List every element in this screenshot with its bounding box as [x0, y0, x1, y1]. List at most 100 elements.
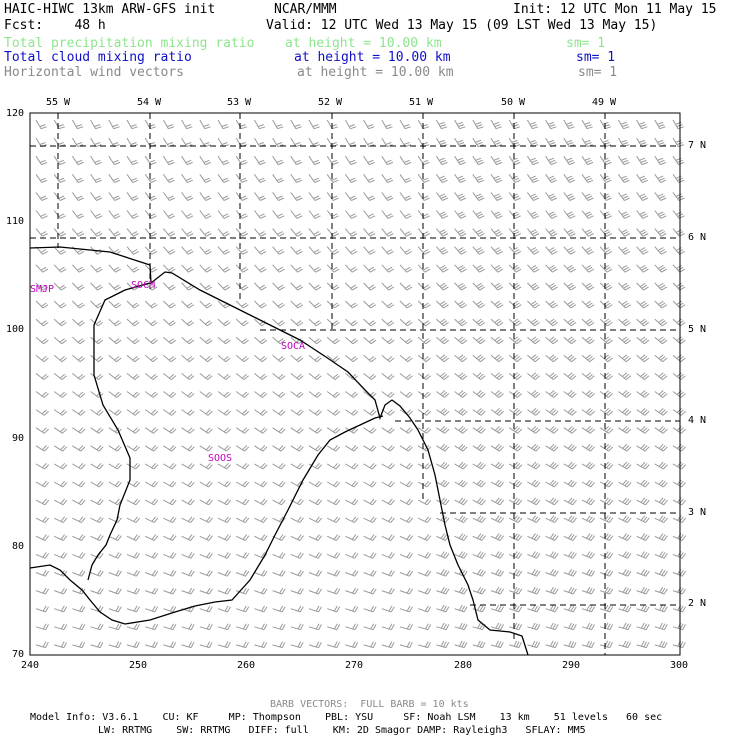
- wind-barb: [199, 641, 213, 649]
- wind-barb: [345, 282, 358, 291]
- wind-barb: [345, 264, 358, 273]
- wind-barb: [181, 480, 195, 488]
- wind-barb: [381, 409, 395, 416]
- wind-barb: [599, 461, 614, 470]
- wind-barb: [163, 462, 177, 470]
- wind-barb: [181, 300, 194, 309]
- wind-barb: [654, 228, 667, 237]
- wind-barbs: [35, 119, 687, 649]
- wind-barb: [345, 228, 358, 237]
- wind-barb: [235, 354, 249, 363]
- wind-barb: [272, 300, 285, 309]
- wind-barb: [126, 318, 140, 327]
- wind-barb: [235, 445, 250, 452]
- wind-barb: [308, 480, 322, 488]
- wind-barb: [144, 391, 159, 398]
- wind-barb: [563, 515, 577, 524]
- wind-barb: [472, 155, 485, 166]
- region-label-socm: SOCM: [131, 280, 156, 291]
- wind-barb: [345, 336, 358, 345]
- wind-barb: [217, 445, 231, 452]
- wind-barb: [654, 461, 668, 470]
- wind-barb: [636, 461, 650, 470]
- wind-barb: [236, 605, 250, 613]
- wind-barb: [72, 354, 86, 363]
- wind-barb: [618, 408, 632, 416]
- wind-barb: [472, 604, 486, 613]
- wind-barb: [126, 246, 139, 255]
- wind-barb: [545, 443, 559, 452]
- wind-barb: [326, 373, 340, 380]
- wind-barb: [181, 552, 195, 559]
- wind-barb: [272, 174, 284, 183]
- wind-barb: [181, 174, 193, 183]
- wind-barb: [217, 427, 231, 434]
- wind-barb: [636, 497, 650, 506]
- wind-barb: [636, 282, 649, 291]
- wind-barb: [654, 210, 667, 219]
- wind-barb: [363, 373, 377, 380]
- wind-barb: [618, 479, 632, 488]
- wind-barb: [527, 210, 540, 219]
- wind-barb: [235, 282, 249, 291]
- wind-barb: [308, 282, 322, 291]
- wind-barb: [53, 336, 67, 345]
- wind-barb: [563, 372, 577, 380]
- field-precip-name: Total precipitation mixing ratio: [4, 36, 255, 51]
- wind-barb: [599, 372, 613, 380]
- wind-barb: [636, 569, 650, 577]
- wind-barb: [363, 210, 376, 219]
- wind-barb: [344, 137, 357, 148]
- wind-barb: [90, 264, 103, 273]
- wind-barb: [181, 534, 195, 541]
- wind-barb: [308, 516, 323, 524]
- wind-barb: [235, 119, 248, 130]
- wind-barb: [72, 282, 85, 291]
- wind-barb: [381, 641, 395, 649]
- wind-barb: [454, 640, 468, 649]
- wind-barb: [618, 622, 632, 631]
- wind-barb: [326, 119, 339, 130]
- wind-barb: [90, 587, 104, 595]
- wind-barb: [490, 622, 504, 631]
- wind-barb: [654, 622, 668, 631]
- wind-barb: [527, 264, 540, 273]
- wind-barb: [581, 640, 595, 649]
- wind-barb: [435, 137, 448, 148]
- wind-barb: [272, 605, 286, 613]
- wind-barb: [490, 408, 504, 416]
- wind-barb: [72, 409, 86, 416]
- wind-barb: [290, 427, 304, 434]
- wind-barb: [636, 425, 650, 434]
- wind-barb: [144, 119, 157, 130]
- wind-barb: [126, 570, 141, 577]
- wind-barb: [235, 246, 249, 255]
- wind-barb: [417, 210, 430, 219]
- wind-barb: [144, 516, 159, 524]
- wind-barb: [454, 318, 468, 327]
- wind-barb: [472, 551, 486, 559]
- wind-barb: [35, 210, 48, 219]
- wind-barb: [581, 137, 593, 148]
- wind-barb: [108, 318, 122, 327]
- wind-barb: [563, 318, 577, 327]
- wind-barb: [345, 498, 359, 506]
- wind-barb: [417, 427, 432, 434]
- wind-barb: [399, 623, 413, 631]
- wind-barb: [545, 408, 559, 416]
- wind-barb: [254, 373, 268, 380]
- lon-label: 54 W: [137, 97, 162, 108]
- wind-barb: [417, 192, 430, 201]
- wind-barb: [290, 587, 304, 595]
- wind-barb: [236, 623, 250, 631]
- wind-barb: [35, 155, 48, 166]
- wind-barb: [327, 587, 341, 595]
- wind-barb: [253, 155, 266, 166]
- wind-barb: [454, 336, 468, 345]
- wind-barb: [308, 228, 321, 237]
- wind-barb: [71, 155, 84, 166]
- wind-barb: [581, 210, 594, 219]
- wind-barb: [672, 533, 687, 541]
- x-tick-label: 290: [562, 660, 581, 671]
